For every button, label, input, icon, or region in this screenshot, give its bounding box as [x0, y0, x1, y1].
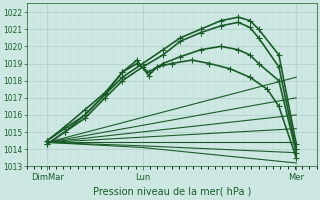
X-axis label: Pression niveau de la mer( hPa ): Pression niveau de la mer( hPa )	[92, 187, 251, 197]
